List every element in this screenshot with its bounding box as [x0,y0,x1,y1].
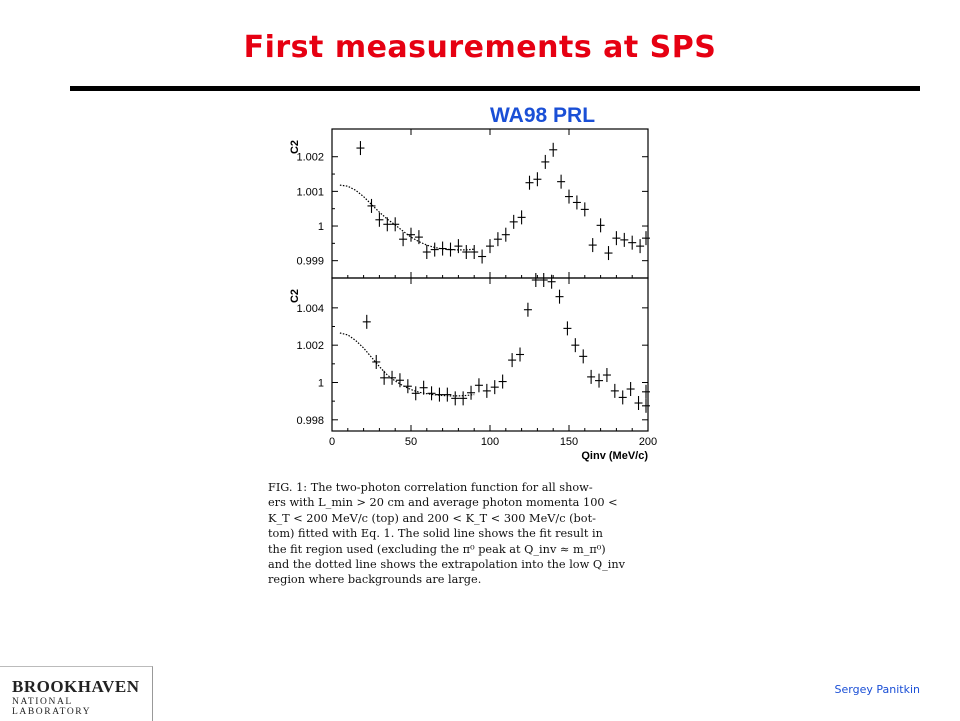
caption-line: tom) fitted with Eq. 1. The solid line s… [268,527,603,541]
y-tick-label: 0.999 [296,256,324,268]
x-axis-label: Qinv (MeV/c) [581,450,648,462]
slide-title: First measurements at SPS [243,30,717,65]
fit-curve-bottom [339,332,475,397]
figure-caption: FIG. 1: The two-photon correlation funct… [268,480,666,588]
title-divider [70,86,920,91]
y-tick-label: 1 [318,221,324,233]
caption-line: and the dotted line shows the extrapolat… [268,558,626,572]
logo-wordmark: BROOKHAVEN [12,677,140,696]
panel-frame-bottom [331,277,649,432]
y-axis-label-bottom: C2 [289,289,301,303]
y-tick-label: 1 [318,377,324,389]
y-axis-label-top: C2 [289,140,301,154]
x-tick-label: 50 [405,436,417,448]
y-tick-label: 0.998 [296,415,324,427]
x-tick-label: 200 [639,436,657,448]
caption-line: K_T < 200 MeV/c (top) and 200 < K_T < 30… [268,511,596,525]
caption-line: region where backgrounds are large. [268,573,482,587]
caption-line: ers with L_min > 20 cm and average photo… [268,496,618,510]
caption-line: FIG. 1: The two-photon correlation funct… [268,481,593,494]
x-tick-label: 150 [560,436,578,448]
brookhaven-logo: BROOKHAVEN NATIONAL LABORATORY [0,666,153,721]
caption-line: the fit region used (excluding the π⁰ pe… [268,542,606,556]
panel-frame-top [331,128,649,279]
logo-subtext: NATIONAL LABORATORY [12,697,92,717]
author-name: Sergey Panitkin [834,683,920,696]
y-tick-label: 1.001 [296,186,324,198]
x-tick-label: 0 [329,436,335,448]
y-tick-label: 1.004 [296,303,324,315]
figure-source-label: WA98 PRL [490,104,596,127]
correlation-figure: 0.999 1 1.001 1.002 C2 0.998 1 1.002 1.004 C2 0 50 1… [280,125,660,465]
x-tick-label: 100 [481,436,499,448]
y-tick-label: 1.002 [296,152,324,164]
y-tick-label: 1.002 [296,340,324,352]
fit-curve-top [339,184,475,251]
